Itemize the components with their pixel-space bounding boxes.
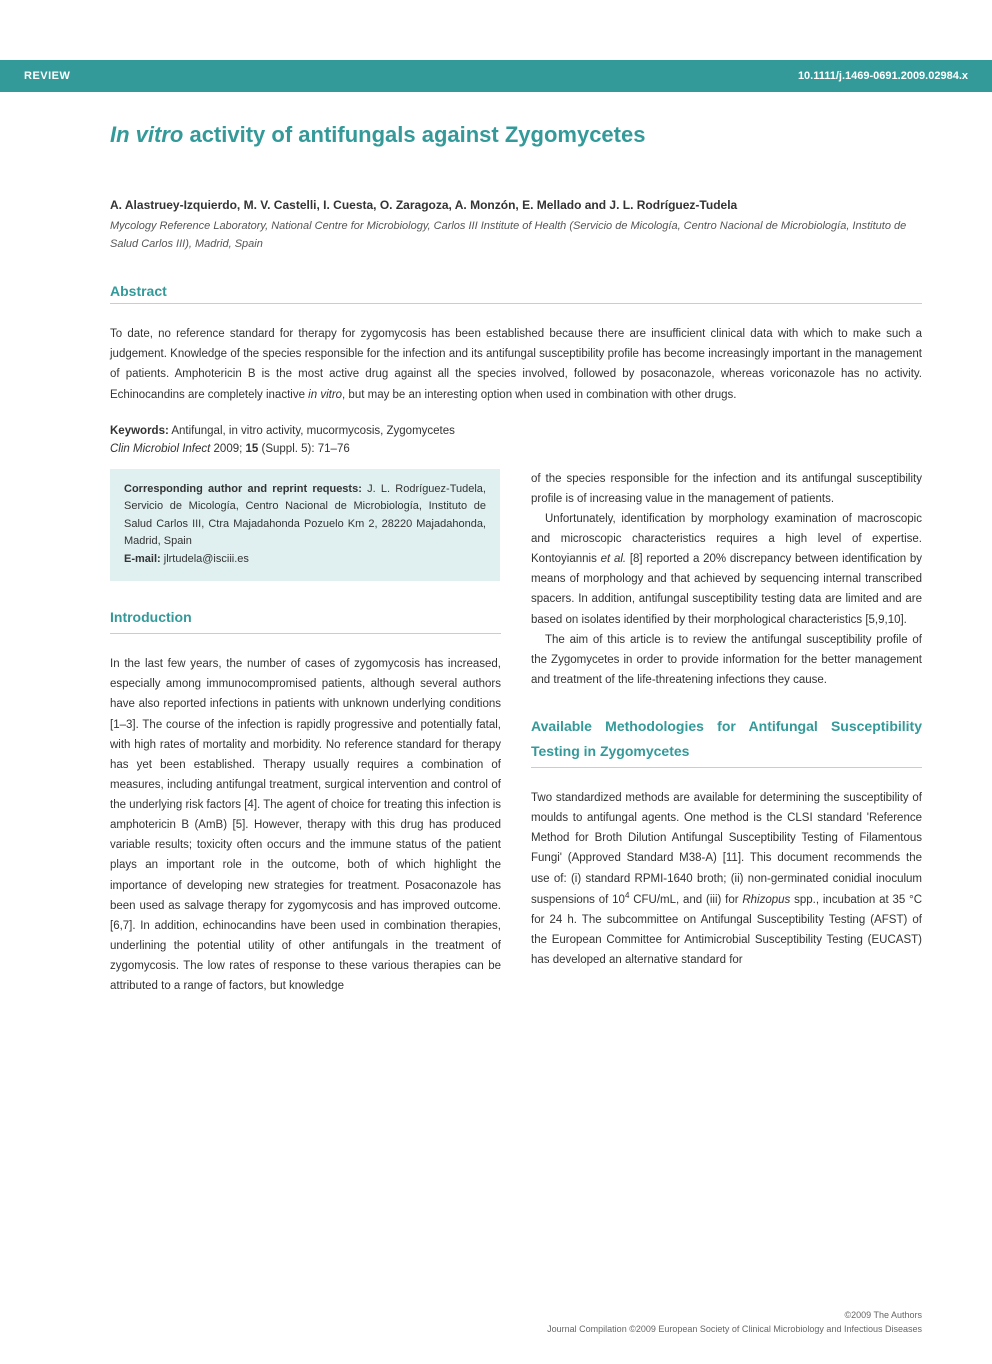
two-column-layout: Corresponding author and reprint request… — [110, 469, 922, 997]
rcol-p2-italic: et al. — [601, 553, 626, 565]
rcol-paragraph-2: Unfortunately, identification by morphol… — [531, 509, 922, 630]
title-italic-part: In vitro — [110, 122, 183, 147]
citation-year: 2009; — [210, 443, 245, 455]
affiliation-line: Mycology Reference Laboratory, National … — [110, 218, 922, 253]
abstract-italic: in vitro — [308, 389, 342, 401]
page-footer: ©2009 The Authors Journal Compilation ©2… — [547, 1309, 922, 1336]
authors-line: A. Alastruey-Izquierdo, M. V. Castelli, … — [110, 198, 922, 212]
methods-p1b: CFU/mL, and (iii) for — [629, 894, 742, 906]
title-rest: activity of antifungals against Zygomyce… — [183, 122, 645, 147]
methods-italic: Rhizopus — [742, 894, 790, 906]
methods-paragraph: Two standardized methods are available f… — [531, 788, 922, 970]
keywords-label: Keywords: — [110, 425, 169, 437]
article-title: In vitro activity of antifungals against… — [110, 122, 922, 148]
article-type-label: REVIEW — [24, 70, 70, 82]
rcol-paragraph-3: The aim of this article is to review the… — [531, 630, 922, 690]
left-column: Corresponding author and reprint request… — [110, 469, 501, 997]
methods-heading: Available Methodologies for Antifungal S… — [531, 714, 922, 768]
rcol-paragraph-1: of the species responsible for the infec… — [531, 469, 922, 509]
corresponding-author-box: Corresponding author and reprint request… — [110, 469, 500, 581]
corr-email-label: E-mail: — [124, 553, 161, 565]
footer-line-1: ©2009 The Authors — [547, 1309, 922, 1323]
keywords-line: Keywords: Antifungal, in vitro activity,… — [110, 425, 922, 437]
introduction-heading: Introduction — [110, 605, 501, 635]
abstract-text: To date, no reference standard for thera… — [110, 324, 922, 405]
right-column: of the species responsible for the infec… — [531, 469, 922, 997]
page-content: In vitro activity of antifungals against… — [0, 92, 992, 996]
doi-label: 10.1111/j.1469-0691.2009.02984.x — [798, 70, 968, 82]
abstract-heading: Abstract — [110, 283, 922, 304]
citation-line: Clin Microbiol Infect 2009; 15 (Suppl. 5… — [110, 443, 922, 455]
footer-line-2: Journal Compilation ©2009 European Socie… — [547, 1323, 922, 1337]
citation-volume: 15 — [246, 443, 259, 455]
methods-p1a: Two standardized methods are available f… — [531, 792, 922, 905]
header-bar: REVIEW 10.1111/j.1469-0691.2009.02984.x — [0, 60, 992, 92]
corr-email: jlrtudela@isciii.es — [161, 553, 249, 565]
keywords-value: Antifungal, in vitro activity, mucormyco… — [169, 425, 455, 437]
introduction-paragraph: In the last few years, the number of cas… — [110, 654, 501, 996]
corr-label: Corresponding author and reprint request… — [124, 483, 362, 495]
citation-pages: (Suppl. 5): 71–76 — [258, 443, 349, 455]
citation-journal: Clin Microbiol Infect — [110, 443, 210, 455]
abstract-part2: , but may be an interesting option when … — [342, 389, 736, 401]
